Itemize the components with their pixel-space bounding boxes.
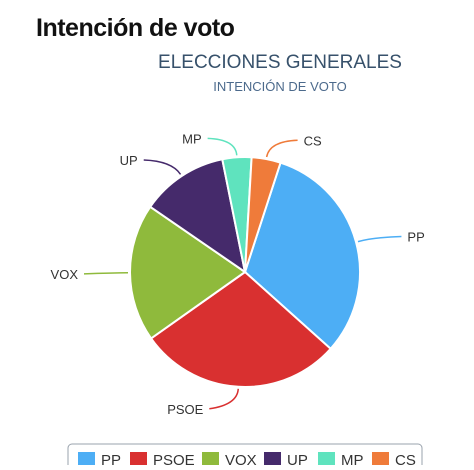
legend-label-cs[interactable]: CS bbox=[395, 452, 416, 469]
slice-psoe[interactable] bbox=[149, 270, 333, 388]
slice-up[interactable] bbox=[148, 158, 247, 275]
legend-label-mp[interactable]: MP bbox=[341, 452, 364, 469]
label-cs: CS bbox=[304, 133, 322, 148]
legend-swatch-mp[interactable] bbox=[318, 452, 335, 466]
chart-subtitle: INTENCIÓN DE VOTO bbox=[213, 79, 346, 94]
legend-swatch-cs[interactable] bbox=[372, 452, 389, 466]
label-up: UP bbox=[120, 153, 138, 168]
legend-label-pp[interactable]: PP bbox=[101, 452, 121, 469]
pie-labels: PP PSOE VOX UP MP CS bbox=[51, 131, 425, 416]
page-heading: Intención de voto bbox=[36, 14, 235, 42]
legend-swatch-pp[interactable] bbox=[78, 452, 95, 466]
legend-label-vox[interactable]: VOX bbox=[225, 452, 257, 469]
slice-pp[interactable] bbox=[243, 161, 361, 351]
pie-slices bbox=[129, 156, 361, 388]
legend-swatch-psoe[interactable] bbox=[130, 452, 147, 466]
legend: PP PSOE VOX UP MP CS bbox=[67, 443, 423, 470]
connector-up bbox=[143, 159, 182, 175]
slice-cs[interactable] bbox=[244, 156, 282, 273]
label-vox: VOX bbox=[51, 267, 79, 282]
legend-label-psoe[interactable]: PSOE bbox=[153, 452, 195, 469]
connector-mp bbox=[207, 137, 238, 156]
connector-psoe bbox=[209, 388, 240, 410]
label-pp: PP bbox=[407, 229, 424, 244]
connector-cs bbox=[265, 139, 298, 158]
slice-vox[interactable] bbox=[129, 205, 247, 340]
legend-swatch-up[interactable] bbox=[264, 452, 281, 466]
connector-vox bbox=[83, 272, 129, 275]
label-mp: MP bbox=[182, 131, 202, 146]
label-psoe: PSOE bbox=[167, 402, 203, 417]
chart-title: ELECCIONES GENERALES bbox=[158, 52, 402, 73]
connector-pp bbox=[357, 235, 402, 243]
legend-swatch-vox[interactable] bbox=[202, 452, 219, 466]
legend-label-up[interactable]: UP bbox=[287, 452, 308, 469]
